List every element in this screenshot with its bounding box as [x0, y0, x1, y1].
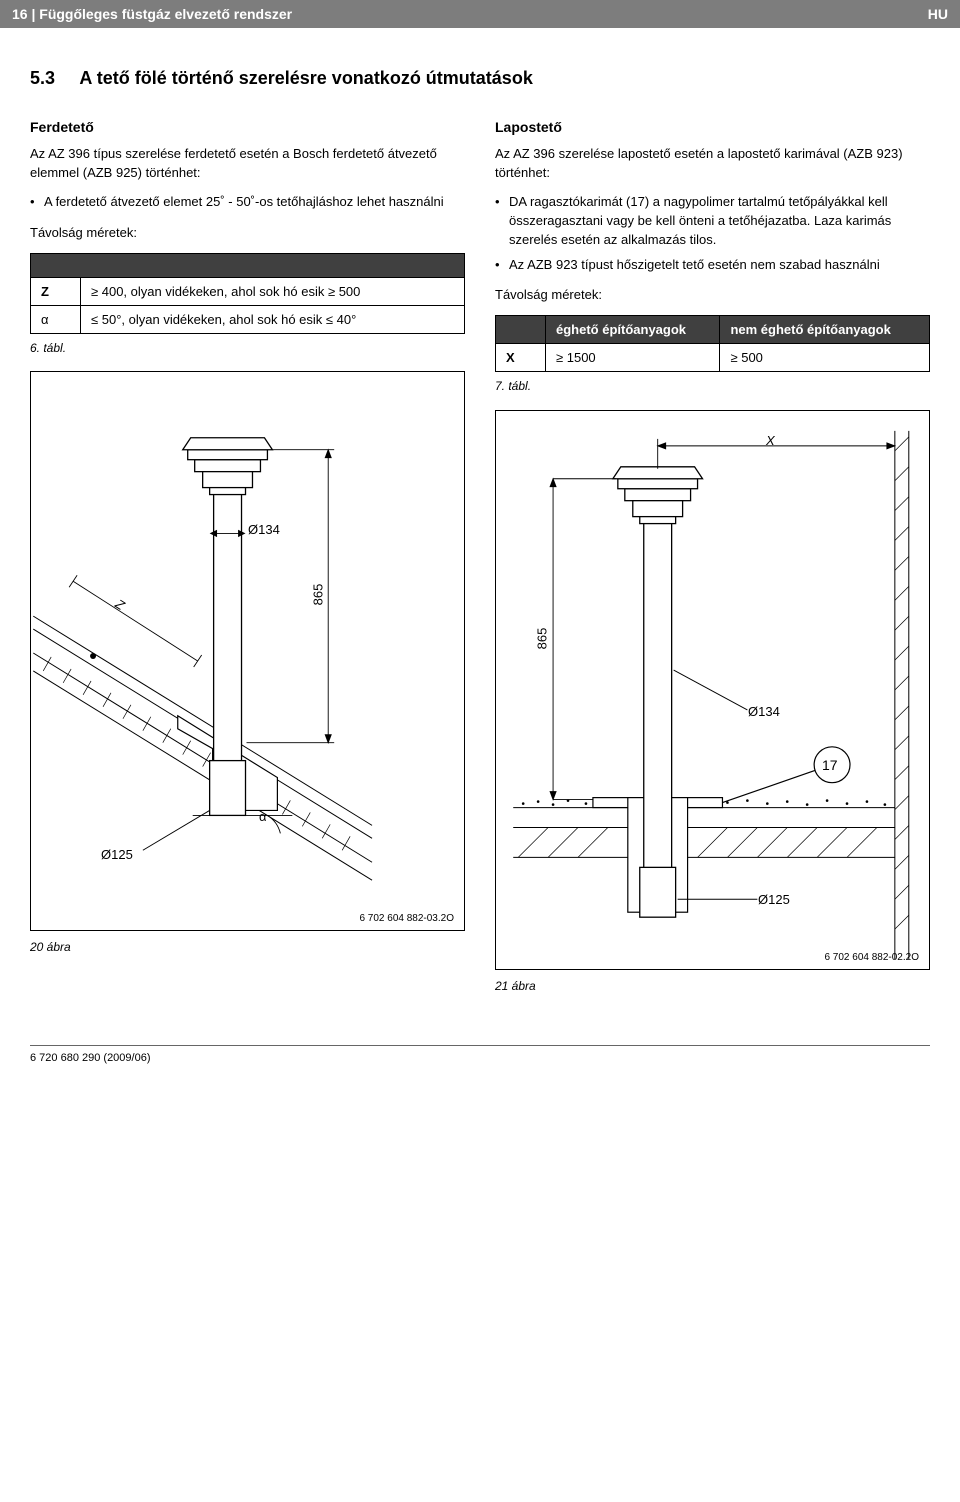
- section-heading: A tető fölé történő szerelésre vonatkozó…: [79, 68, 532, 88]
- left-row1-val: ≥ 400, olyan vidékeken, ahol sok hó esik…: [81, 277, 465, 305]
- fig20-caption: 20 ábra: [30, 939, 465, 956]
- right-th-col1: éghető építőanyagok: [546, 316, 720, 344]
- figure-21-svg: [496, 411, 929, 969]
- figure-20-svg: [31, 372, 464, 930]
- right-bullet-1: DA ragasztókarimát (17) a nagypolimer ta…: [495, 193, 930, 250]
- section-title: 5.3 A tető fölé történő szerelésre vonat…: [30, 68, 930, 89]
- fig21-label-17: 17: [822, 757, 838, 773]
- page-number: 16: [12, 6, 28, 22]
- fig20-label-d125: Ø125: [101, 847, 133, 862]
- page-footer: 6 720 680 290 (2009/06): [30, 1045, 930, 1064]
- right-row1-col2: ≥ 500: [720, 344, 930, 372]
- fig20-ref: 6 702 604 882-03.2O: [359, 913, 454, 924]
- left-table-caption: 6. tábl.: [30, 340, 465, 357]
- figure-20: Z Ø134 865 α Ø125 6 702 604 882-03.2O: [30, 371, 465, 931]
- left-row2-val: ≤ 50°, olyan vidékeken, ahol sok hó esik…: [81, 305, 465, 333]
- right-row1-key: X: [496, 344, 546, 372]
- table-row: X ≥ 1500 ≥ 500: [496, 344, 930, 372]
- table-row: α ≤ 50°, olyan vidékeken, ahol sok hó es…: [31, 305, 465, 333]
- left-row2-key: α: [31, 305, 81, 333]
- fig20-label-d134: Ø134: [248, 522, 280, 537]
- header-left: 16 | Függőleges füstgáz elvezető rendsze…: [12, 6, 292, 22]
- fig21-caption: 21 ábra: [495, 978, 930, 995]
- fig21-label-x: X: [766, 433, 775, 448]
- section-number: 5.3: [30, 68, 55, 88]
- right-column: Lapostető Az AZ 396 szerelése lapostető …: [495, 117, 930, 1005]
- fig20-label-alpha: α: [259, 809, 267, 824]
- table-row: Z ≥ 400, olyan vidékeken, ahol sok hó es…: [31, 277, 465, 305]
- right-th-blank: [496, 316, 546, 344]
- right-row1-col1: ≥ 1500: [546, 344, 720, 372]
- fig21-label-d134: Ø134: [748, 704, 780, 719]
- right-th-col2: nem éghető építőanyagok: [720, 316, 930, 344]
- lang-badge: HU: [928, 6, 948, 22]
- left-bullet-1: A ferdetető átvezető elemet 25˚ - 50˚-os…: [30, 193, 465, 212]
- footer-doc-ref: 6 720 680 290 (2009/06): [30, 1052, 151, 1064]
- right-bullet-2: Az AZB 923 típust hőszigetelt tető eseté…: [495, 256, 930, 275]
- left-row1-key: Z: [31, 277, 81, 305]
- fig20-label-865: 865: [310, 584, 325, 606]
- section-spacer: [60, 68, 75, 88]
- right-table-caption: 7. tábl.: [495, 378, 930, 395]
- left-table: Z ≥ 400, olyan vidékeken, ahol sok hó es…: [30, 253, 465, 334]
- fig21-label-865: 865: [534, 627, 549, 649]
- right-table: éghető építőanyagok nem éghető építőanya…: [495, 315, 930, 372]
- left-intro: Az AZ 396 típus szerelése ferdetető eset…: [30, 145, 465, 183]
- right-intro: Az AZ 396 szerelése lapostető esetén a l…: [495, 145, 930, 183]
- figure-21: X 865 Ø134 17 Ø125 6 702 604 882-02.2O: [495, 410, 930, 970]
- right-subheading: Lapostető: [495, 117, 930, 137]
- page-header: 16 | Függőleges füstgáz elvezető rendsze…: [0, 0, 960, 28]
- fig21-label-d125: Ø125: [758, 892, 790, 907]
- left-subheading: Ferdetető: [30, 117, 465, 137]
- fig21-ref: 6 702 604 882-02.2O: [824, 952, 919, 963]
- chapter-title: Függőleges füstgáz elvezető rendszer: [39, 6, 292, 22]
- left-distances-label: Távolság méretek:: [30, 224, 465, 243]
- left-column: Ferdetető Az AZ 396 típus szerelése ferd…: [30, 117, 465, 1005]
- left-table-header-blank: [31, 253, 465, 277]
- right-distances-label: Távolság méretek:: [495, 286, 930, 305]
